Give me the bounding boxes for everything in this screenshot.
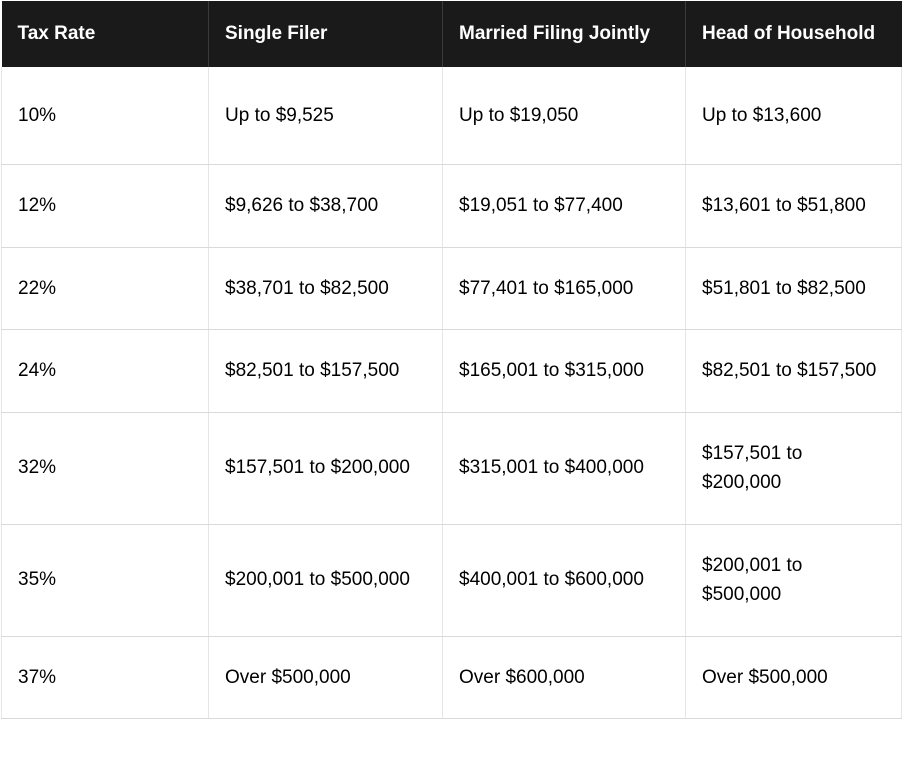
cell-rate: 37% (2, 636, 209, 718)
table-header: Tax Rate Single Filer Married Filing Joi… (2, 1, 902, 67)
cell-hoh: $200,001 to $500,000 (686, 524, 902, 636)
col-header-tax-rate: Tax Rate (2, 1, 209, 67)
cell-single: $82,501 to $157,500 (209, 330, 443, 412)
table-row: 35% $200,001 to $500,000 $400,001 to $60… (2, 524, 902, 636)
table-row: 12% $9,626 to $38,700 $19,051 to $77,400… (2, 165, 902, 247)
table-row: 37% Over $500,000 Over $600,000 Over $50… (2, 636, 902, 718)
cell-hoh: $157,501 to $200,000 (686, 412, 902, 524)
cell-married: $315,001 to $400,000 (443, 412, 686, 524)
table-row: 24% $82,501 to $157,500 $165,001 to $315… (2, 330, 902, 412)
cell-married: Over $600,000 (443, 636, 686, 718)
cell-single: Up to $9,525 (209, 67, 443, 165)
cell-married: $165,001 to $315,000 (443, 330, 686, 412)
cell-hoh: $51,801 to $82,500 (686, 247, 902, 329)
cell-rate: 10% (2, 67, 209, 165)
cell-married: $400,001 to $600,000 (443, 524, 686, 636)
cell-rate: 12% (2, 165, 209, 247)
cell-married: $77,401 to $165,000 (443, 247, 686, 329)
cell-single: $157,501 to $200,000 (209, 412, 443, 524)
cell-rate: 35% (2, 524, 209, 636)
table-body: 10% Up to $9,525 Up to $19,050 Up to $13… (2, 67, 902, 718)
table-row: 32% $157,501 to $200,000 $315,001 to $40… (2, 412, 902, 524)
col-header-single-filer: Single Filer (209, 1, 443, 67)
cell-hoh: $82,501 to $157,500 (686, 330, 902, 412)
cell-hoh: Up to $13,600 (686, 67, 902, 165)
table-row: 22% $38,701 to $82,500 $77,401 to $165,0… (2, 247, 902, 329)
cell-rate: 32% (2, 412, 209, 524)
col-header-married-filing-jointly: Married Filing Jointly (443, 1, 686, 67)
cell-single: $9,626 to $38,700 (209, 165, 443, 247)
cell-single: $38,701 to $82,500 (209, 247, 443, 329)
cell-rate: 22% (2, 247, 209, 329)
tax-brackets-table: Tax Rate Single Filer Married Filing Joi… (1, 1, 902, 719)
table-row: 10% Up to $9,525 Up to $19,050 Up to $13… (2, 67, 902, 165)
cell-single: $200,001 to $500,000 (209, 524, 443, 636)
cell-rate: 24% (2, 330, 209, 412)
cell-married: Up to $19,050 (443, 67, 686, 165)
cell-single: Over $500,000 (209, 636, 443, 718)
cell-hoh: $13,601 to $51,800 (686, 165, 902, 247)
cell-hoh: Over $500,000 (686, 636, 902, 718)
cell-married: $19,051 to $77,400 (443, 165, 686, 247)
col-header-head-of-household: Head of Household (686, 1, 902, 67)
